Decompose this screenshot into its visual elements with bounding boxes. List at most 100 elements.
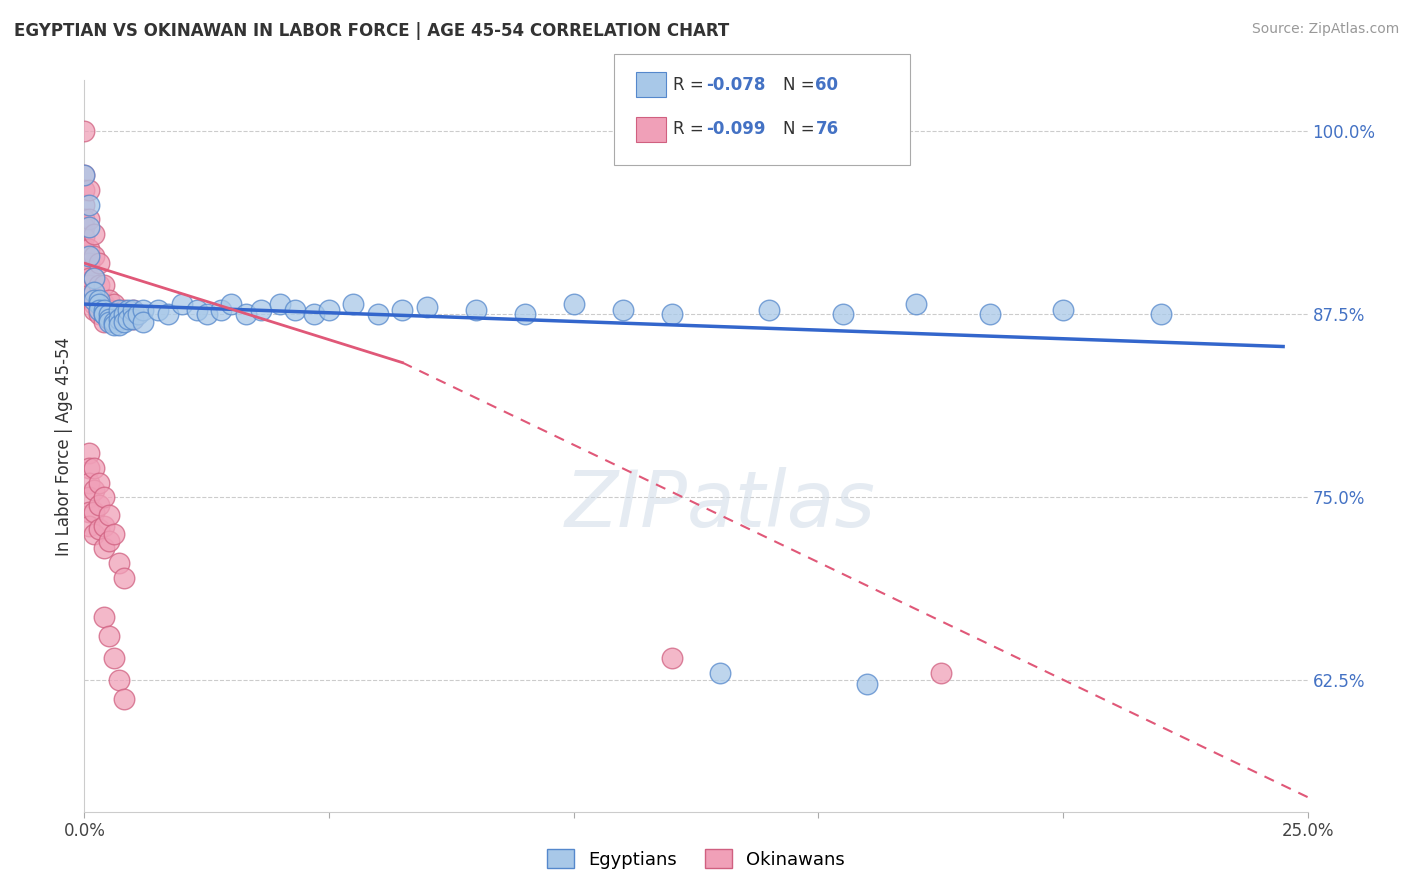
Point: [73, 212, 96, 227]
Point: [107, 673, 129, 687]
Point: [93, 610, 115, 624]
Point: [97, 534, 120, 549]
Text: N =: N =: [783, 120, 820, 138]
Point: [93, 307, 115, 321]
Point: [77, 183, 100, 197]
Point: [73, 263, 96, 277]
Point: [195, 307, 218, 321]
Point: [172, 297, 194, 311]
Point: [929, 665, 952, 680]
Point: [97, 311, 120, 326]
Point: [318, 302, 340, 317]
Point: [77, 219, 100, 234]
Point: [87, 278, 110, 293]
Point: [107, 556, 129, 570]
Point: [73, 197, 96, 211]
Point: [146, 302, 169, 317]
Text: Source: ZipAtlas.com: Source: ZipAtlas.com: [1251, 22, 1399, 37]
Point: [83, 249, 105, 263]
Point: [73, 169, 96, 183]
Point: [1052, 302, 1074, 317]
Point: [856, 677, 879, 691]
Point: [97, 315, 120, 329]
Point: [132, 302, 155, 317]
Point: [73, 219, 96, 234]
Point: [132, 315, 155, 329]
Point: [513, 307, 536, 321]
Point: [87, 297, 110, 311]
Point: [87, 498, 110, 512]
Point: [87, 297, 110, 311]
Point: [112, 307, 135, 321]
Point: [77, 490, 100, 504]
Point: [77, 256, 100, 270]
Point: [391, 302, 413, 317]
Point: [831, 307, 853, 321]
Point: [87, 293, 110, 307]
Point: [83, 270, 105, 285]
Point: [83, 526, 105, 541]
Point: [103, 307, 125, 321]
Point: [464, 302, 486, 317]
Text: N =: N =: [783, 76, 820, 94]
Point: [97, 307, 120, 321]
Point: [77, 446, 100, 460]
Point: [122, 311, 145, 326]
Text: -0.099: -0.099: [706, 120, 765, 138]
Point: [103, 315, 125, 329]
Text: R =: R =: [673, 76, 710, 94]
Text: 76: 76: [815, 120, 838, 138]
Point: [249, 302, 271, 317]
Point: [209, 302, 232, 317]
Point: [83, 293, 105, 307]
Text: ZIPatlas: ZIPatlas: [565, 467, 876, 542]
Point: [93, 307, 115, 321]
Point: [73, 183, 96, 197]
Point: [83, 227, 105, 241]
Point: [77, 288, 100, 302]
Point: [107, 302, 129, 317]
Point: [83, 461, 105, 475]
Point: [342, 297, 364, 311]
Point: [103, 318, 125, 332]
Point: [77, 212, 100, 227]
Text: EGYPTIAN VS OKINAWAN IN LABOR FORCE | AGE 45-54 CORRELATION CHART: EGYPTIAN VS OKINAWAN IN LABOR FORCE | AG…: [14, 22, 730, 40]
Point: [77, 197, 100, 211]
Point: [156, 307, 179, 321]
Point: [117, 311, 139, 326]
Point: [416, 300, 439, 314]
Point: [103, 651, 125, 665]
Point: [97, 302, 120, 317]
Point: [107, 311, 129, 326]
Point: [127, 307, 149, 321]
Point: [103, 526, 125, 541]
Point: [112, 315, 135, 329]
Point: [97, 508, 120, 522]
Point: [122, 302, 145, 317]
Point: [87, 475, 110, 490]
Text: -0.078: -0.078: [706, 76, 765, 94]
Point: [83, 483, 105, 497]
Point: [269, 297, 291, 311]
Point: [117, 307, 139, 321]
Text: R =: R =: [673, 120, 710, 138]
Point: [661, 307, 683, 321]
Point: [758, 302, 780, 317]
Point: [83, 285, 105, 300]
Point: [219, 297, 242, 311]
Point: [97, 293, 120, 307]
Point: [709, 665, 731, 680]
Point: [107, 318, 129, 332]
Point: [979, 307, 1001, 321]
Point: [97, 629, 120, 643]
Point: [117, 302, 139, 317]
Point: [77, 475, 100, 490]
Point: [905, 297, 928, 311]
Point: [77, 270, 100, 285]
Point: [93, 490, 115, 504]
Text: 60: 60: [815, 76, 838, 94]
Point: [93, 519, 115, 533]
Point: [112, 571, 135, 585]
Point: [77, 242, 100, 256]
Point: [107, 302, 129, 317]
